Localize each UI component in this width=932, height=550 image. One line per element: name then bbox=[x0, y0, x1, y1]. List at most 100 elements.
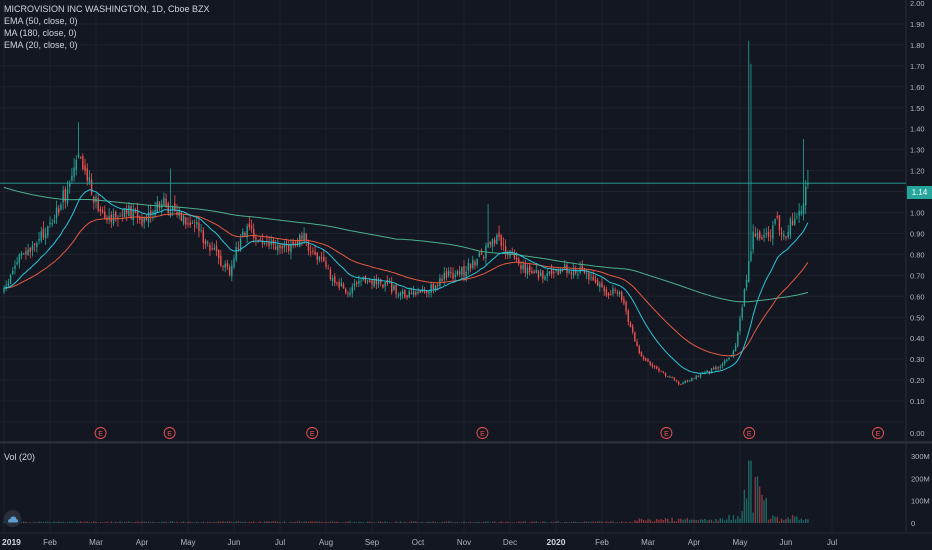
volume-bar bbox=[66, 522, 69, 523]
volume-bar bbox=[682, 519, 684, 523]
volume-bar bbox=[590, 521, 592, 523]
indicator-ema20-label[interactable]: EMA (20, close, 0) bbox=[4, 40, 78, 50]
volume-bar bbox=[171, 521, 174, 523]
volume-bar bbox=[307, 521, 310, 523]
candle-body bbox=[380, 279, 382, 283]
candle-body bbox=[737, 332, 739, 346]
tradingview-logo[interactable] bbox=[4, 510, 21, 527]
volume-bar bbox=[294, 521, 297, 523]
candle-body bbox=[99, 209, 102, 212]
time-tick-label: Dec bbox=[503, 538, 517, 547]
candle-body bbox=[680, 383, 682, 385]
price-tick-label: 1.90 bbox=[910, 20, 925, 29]
candle-body bbox=[29, 247, 31, 252]
candle-body bbox=[84, 165, 86, 172]
candle-body bbox=[338, 282, 340, 288]
indicator-ema50-label[interactable]: EMA (50, close, 0) bbox=[4, 16, 78, 26]
volume-bar bbox=[603, 522, 605, 523]
candle-body bbox=[759, 231, 761, 238]
time-tick-label: Jul bbox=[275, 538, 285, 547]
time-tick-label: Jul bbox=[827, 538, 837, 547]
candle-body bbox=[128, 205, 130, 217]
earnings-marker[interactable] bbox=[872, 427, 884, 439]
symbol-title[interactable]: MICROVISION INC WASHINGTON, 1D, Cboe BZX bbox=[4, 4, 210, 14]
volume-bar bbox=[428, 521, 430, 523]
volume-legend[interactable]: Vol (20) bbox=[4, 452, 36, 462]
candle-body bbox=[312, 251, 314, 252]
volume-bar bbox=[601, 521, 603, 523]
candle-body bbox=[493, 239, 496, 244]
candle-body bbox=[115, 211, 117, 218]
volume-bar bbox=[467, 522, 470, 523]
volume-bar bbox=[272, 521, 275, 523]
volume-bar bbox=[288, 522, 290, 523]
chart-legend: MICROVISION INC WASHINGTON, 1D, Cboe BZX… bbox=[4, 3, 210, 51]
earnings-marker[interactable] bbox=[163, 427, 176, 439]
volume-bar bbox=[23, 521, 25, 523]
volume-bar bbox=[469, 521, 472, 523]
candle-body bbox=[625, 301, 627, 312]
candle-body bbox=[145, 217, 148, 220]
volume-bar bbox=[355, 522, 358, 523]
earnings-marker[interactable] bbox=[476, 427, 489, 439]
volume-bar bbox=[728, 514, 730, 523]
volume-bar bbox=[761, 494, 763, 523]
last-price-label: 1.14 bbox=[907, 186, 932, 199]
volume-bar bbox=[191, 522, 194, 523]
indicator-ma180-label[interactable]: MA (180, close, 0) bbox=[4, 28, 77, 38]
candle-body bbox=[439, 277, 441, 287]
volume-bar bbox=[616, 522, 619, 523]
candle-body bbox=[388, 282, 391, 284]
volume-bar bbox=[695, 519, 697, 523]
volume-bar bbox=[504, 522, 507, 523]
volume-bar bbox=[629, 521, 632, 523]
candle-body bbox=[239, 239, 242, 249]
volume-bar bbox=[699, 519, 702, 523]
candle-body bbox=[487, 242, 489, 248]
earnings-marker[interactable] bbox=[743, 427, 756, 439]
candle-body bbox=[342, 284, 345, 289]
candle-body bbox=[408, 290, 410, 298]
volume-bar bbox=[366, 521, 369, 523]
volume-bar bbox=[430, 522, 432, 523]
candle-body bbox=[134, 211, 137, 213]
price-tick-label: 2.00 bbox=[910, 0, 925, 8]
volume-bar bbox=[807, 519, 809, 523]
candle-body bbox=[656, 366, 658, 369]
earnings-marker[interactable] bbox=[660, 427, 673, 439]
candle-body bbox=[141, 217, 143, 226]
volume-bar bbox=[739, 518, 741, 523]
candle-body bbox=[366, 280, 369, 282]
candle-body bbox=[224, 263, 226, 268]
earnings-marker[interactable] bbox=[94, 427, 107, 439]
candle-body bbox=[193, 225, 196, 227]
candle-body bbox=[292, 241, 294, 245]
volume-bar bbox=[660, 519, 662, 523]
volume-bar bbox=[353, 521, 356, 523]
volume-bar bbox=[542, 521, 544, 523]
candle-body bbox=[351, 286, 353, 294]
volume-bar bbox=[651, 521, 654, 523]
candle-body bbox=[290, 243, 292, 253]
volume-bar bbox=[645, 520, 647, 523]
volume-bar bbox=[301, 522, 303, 523]
volume-bar bbox=[677, 518, 680, 523]
volume-bar bbox=[158, 522, 161, 523]
candle-body bbox=[171, 205, 174, 210]
volume-bar bbox=[550, 521, 553, 523]
candle-body bbox=[642, 356, 645, 359]
candle-body bbox=[610, 294, 612, 296]
earnings-marker-label: E bbox=[310, 431, 315, 438]
volume-tick-label: 300M bbox=[911, 452, 930, 461]
volume-bar bbox=[636, 520, 638, 523]
price-tick-label: 1.60 bbox=[910, 83, 925, 92]
volume-bar bbox=[327, 522, 329, 523]
candle-body bbox=[364, 276, 367, 283]
candle-body bbox=[752, 231, 754, 250]
volume-bar bbox=[388, 522, 391, 523]
candle-body bbox=[222, 265, 224, 267]
candle-body bbox=[780, 232, 783, 235]
earnings-marker[interactable] bbox=[306, 427, 319, 439]
volume-bar bbox=[441, 521, 443, 523]
